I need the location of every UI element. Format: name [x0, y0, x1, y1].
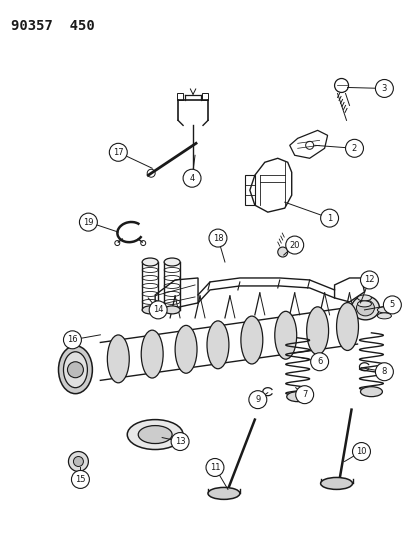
Ellipse shape [127, 419, 183, 449]
Text: 18: 18 [212, 233, 223, 243]
Text: 2: 2 [351, 144, 356, 153]
Circle shape [67, 362, 83, 378]
Ellipse shape [206, 321, 228, 369]
Ellipse shape [320, 478, 351, 489]
Ellipse shape [357, 301, 370, 307]
Circle shape [209, 229, 226, 247]
Ellipse shape [142, 258, 158, 266]
Text: 16: 16 [67, 335, 78, 344]
Ellipse shape [207, 487, 239, 499]
Text: 14: 14 [152, 305, 163, 314]
Ellipse shape [240, 316, 262, 364]
Circle shape [206, 458, 223, 477]
Ellipse shape [351, 296, 378, 320]
Text: 1: 1 [326, 214, 331, 223]
Circle shape [149, 301, 167, 319]
Ellipse shape [164, 306, 180, 314]
Ellipse shape [357, 295, 370, 301]
Text: 3: 3 [381, 84, 386, 93]
Circle shape [345, 139, 363, 157]
Ellipse shape [107, 335, 129, 383]
Ellipse shape [377, 307, 390, 313]
Text: 7: 7 [301, 390, 306, 399]
Ellipse shape [63, 352, 87, 387]
Circle shape [73, 456, 83, 466]
Text: 8: 8 [381, 367, 386, 376]
Ellipse shape [286, 392, 308, 402]
Ellipse shape [356, 300, 373, 316]
Ellipse shape [306, 307, 328, 354]
Circle shape [375, 363, 392, 381]
Circle shape [277, 247, 287, 257]
Text: 10: 10 [355, 447, 366, 456]
Ellipse shape [175, 325, 197, 373]
Ellipse shape [360, 386, 382, 397]
Circle shape [109, 143, 127, 161]
Text: 12: 12 [363, 276, 374, 285]
Text: 19: 19 [83, 217, 93, 227]
Circle shape [375, 79, 392, 98]
Text: 9: 9 [254, 395, 260, 404]
Text: 17: 17 [113, 148, 123, 157]
Circle shape [320, 209, 338, 227]
Text: 20: 20 [289, 240, 299, 249]
Ellipse shape [336, 303, 358, 351]
Ellipse shape [142, 306, 158, 314]
Circle shape [248, 391, 266, 409]
Circle shape [71, 471, 89, 488]
Circle shape [360, 271, 377, 289]
Circle shape [285, 236, 303, 254]
Text: 6: 6 [316, 357, 322, 366]
Text: 90357  450: 90357 450 [11, 19, 94, 33]
Text: 4: 4 [189, 174, 194, 183]
Ellipse shape [274, 311, 296, 359]
Ellipse shape [58, 346, 92, 394]
Circle shape [351, 442, 370, 461]
Circle shape [183, 169, 201, 187]
Circle shape [295, 386, 313, 403]
Circle shape [382, 296, 400, 314]
Ellipse shape [141, 330, 163, 378]
Circle shape [79, 213, 97, 231]
Text: 15: 15 [75, 475, 85, 484]
Text: 5: 5 [389, 301, 394, 309]
Circle shape [171, 433, 189, 450]
Ellipse shape [377, 313, 390, 319]
Ellipse shape [164, 258, 180, 266]
Text: 13: 13 [174, 437, 185, 446]
Text: 11: 11 [209, 463, 220, 472]
Circle shape [68, 451, 88, 472]
Circle shape [63, 331, 81, 349]
Ellipse shape [138, 425, 172, 443]
Circle shape [310, 353, 328, 371]
